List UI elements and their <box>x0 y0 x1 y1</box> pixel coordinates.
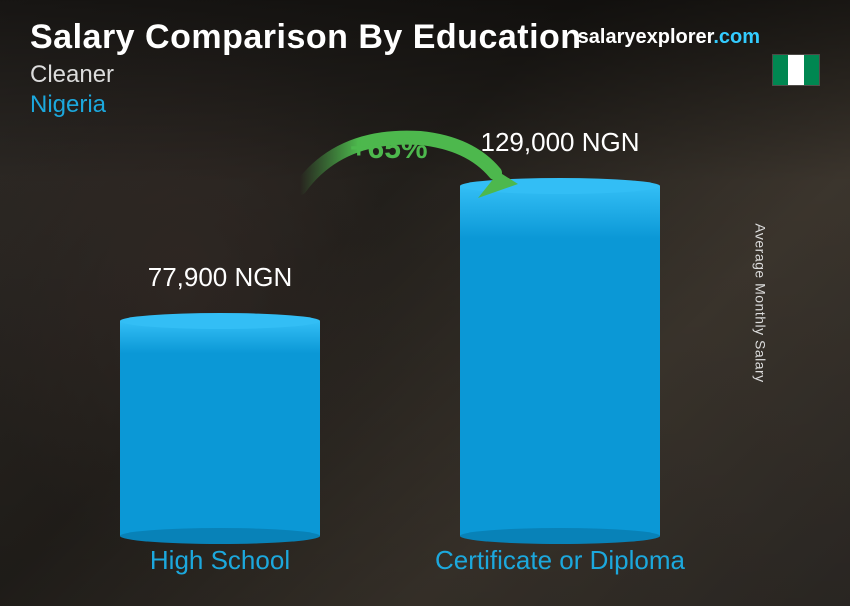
percent-increase-label: +65% <box>350 132 428 166</box>
brand-name: salaryexplorer <box>578 26 714 48</box>
bar-category-label: Certificate or Diploma <box>435 545 685 576</box>
bar-group: 77,900 NGNHigh School <box>120 262 320 536</box>
header: Salary Comparison By Education Cleaner N… <box>30 18 582 119</box>
flag-stripe <box>804 55 819 85</box>
page-title: Salary Comparison By Education <box>30 18 582 57</box>
bar-value-label: 77,900 NGN <box>120 262 320 293</box>
bar-category-label: High School <box>150 545 290 576</box>
bar <box>460 186 660 536</box>
brand-logo: salaryexplorer.com <box>578 26 760 49</box>
y-axis-label: Average Monthly Salary <box>752 223 768 382</box>
flag-stripe <box>773 55 788 85</box>
country-name: Nigeria <box>30 91 582 119</box>
country-flag-icon <box>772 54 820 86</box>
flag-stripe <box>788 55 803 85</box>
brand-suffix: .com <box>713 26 760 48</box>
job-title: Cleaner <box>30 61 582 89</box>
bar <box>120 321 320 536</box>
